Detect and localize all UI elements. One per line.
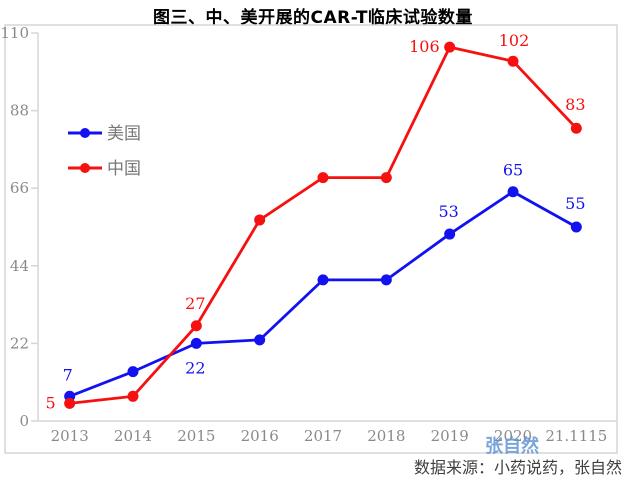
data-point [444, 41, 456, 53]
series-1: 5 27 106 102 83 [45, 31, 585, 412]
data-point-label: 102 [499, 31, 530, 50]
data-point [380, 172, 392, 184]
x-axis-label: 2018 [367, 427, 405, 445]
x-axis-label: 2020 [494, 427, 532, 445]
data-point-label: 83 [565, 95, 585, 114]
legend-item: 中国 [68, 159, 141, 179]
data-point-label: 27 [185, 294, 205, 313]
data-point [444, 228, 456, 240]
data-point-label: 55 [565, 194, 585, 213]
chart-title: 图三、中、美开展的CAR-T临床试验数量 [153, 8, 473, 28]
series-line-0 [69, 190, 578, 398]
data-point [507, 186, 519, 198]
data-point [570, 122, 582, 134]
data-point [507, 55, 519, 67]
x-axis-label: 2013 [51, 427, 89, 445]
legend-dot-marker [80, 128, 90, 138]
data-point [570, 221, 582, 233]
data-point [127, 366, 139, 378]
x-axis-label: 2016 [241, 427, 279, 445]
data-point-label: 7 [63, 365, 73, 384]
data-point [317, 274, 329, 286]
chart-border [4, 24, 618, 454]
x-axis-label: 2014 [114, 427, 152, 445]
x-axis-label: 2017 [304, 427, 342, 445]
legend-label: 美国 [107, 124, 141, 144]
x-axis-label: 21.1115 [545, 427, 607, 445]
x-axis-label: 2015 [177, 427, 215, 445]
data-point [254, 334, 266, 346]
data-point [64, 397, 76, 409]
data-source-note: 数据来源：小药说药，张自然 [413, 458, 622, 477]
data-point-label: 65 [503, 161, 523, 180]
data-point-label: 5 [45, 393, 55, 412]
x-axis-label: 2019 [431, 427, 469, 445]
data-point [380, 274, 392, 286]
data-point [254, 214, 266, 226]
y-axis-label: 66 [10, 179, 29, 197]
data-point [190, 320, 202, 332]
y-axis-label: 22 [10, 334, 29, 352]
y-axis-label: 110 [0, 24, 29, 42]
data-point [317, 172, 329, 184]
legend-item: 美国 [68, 124, 141, 144]
data-point-label: 22 [185, 358, 205, 377]
series-0: 7 22 53 65 55 [63, 161, 586, 402]
y-axis-label: 88 [10, 102, 29, 120]
data-point-label: 53 [438, 202, 458, 221]
y-axis-label: 44 [10, 257, 29, 275]
data-point [190, 337, 202, 349]
series-line-1 [69, 45, 578, 405]
y-axis-label: 0 [19, 412, 29, 430]
data-point-label: 106 [409, 37, 440, 56]
legend-label: 中国 [107, 159, 141, 179]
legend-dot-marker [80, 163, 90, 173]
data-point [127, 390, 139, 402]
